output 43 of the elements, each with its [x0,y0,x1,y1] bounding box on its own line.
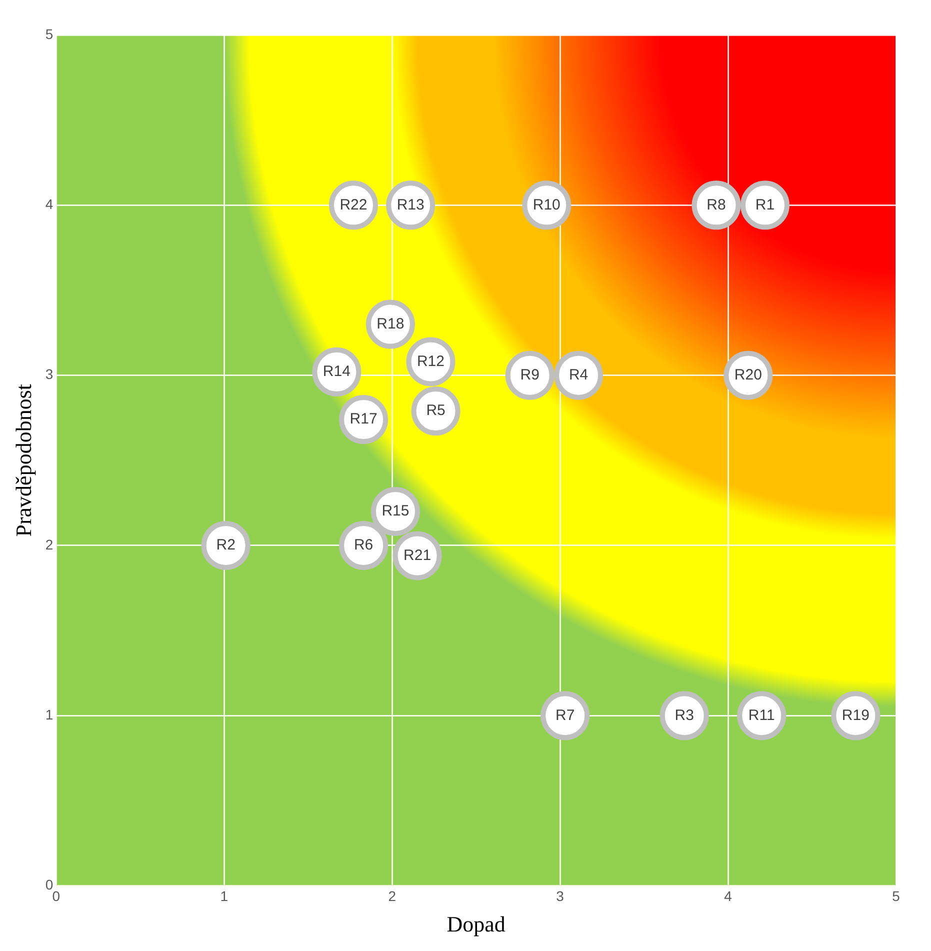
series-label: R9 [520,366,540,384]
y-tick-label: 5 [45,26,54,42]
series-label: R20 [734,366,762,384]
x-tick-label: 1 [220,888,228,904]
series-label: R3 [674,706,694,724]
series-label: R7 [556,706,575,724]
series-label: R11 [748,706,775,724]
point [411,386,460,436]
x-tick-label: 4 [724,888,732,904]
point [540,691,590,740]
x-tick-label: 5 [892,888,900,904]
point [692,180,741,230]
point [505,350,554,400]
point [660,691,709,740]
series-label: R10 [532,196,560,214]
y-tick-label: 0 [45,876,54,893]
series-label: R5 [426,402,446,420]
point [554,350,604,400]
y-tick-label: 1 [45,706,54,722]
x-tick-label: 3 [556,888,564,904]
series-label: R6 [354,536,374,554]
series-label: R14 [322,363,350,380]
y-tick-label: 3 [45,366,54,382]
point [339,520,388,570]
series-label: R8 [706,196,726,214]
series-label: R19 [842,706,870,724]
series-label: R2 [216,536,236,554]
y-tick-label: 4 [45,196,54,212]
series-label: R1 [755,196,775,214]
series-label: R12 [416,352,445,370]
x-tick-label: 2 [388,888,396,904]
series-label: R15 [382,502,410,520]
series-label: R17 [350,410,378,428]
series-label: R18 [376,315,404,332]
series-label: R4 [568,366,588,384]
y-axis-title: Pravděpodobnost [10,384,36,537]
point [201,520,250,570]
point [740,180,790,230]
series-label: R22 [340,196,368,214]
x-axis-title: Dopad [446,912,506,937]
series-label: R21 [404,546,432,564]
y-tick-label: 2 [45,536,54,552]
series-label: R13 [396,196,424,214]
